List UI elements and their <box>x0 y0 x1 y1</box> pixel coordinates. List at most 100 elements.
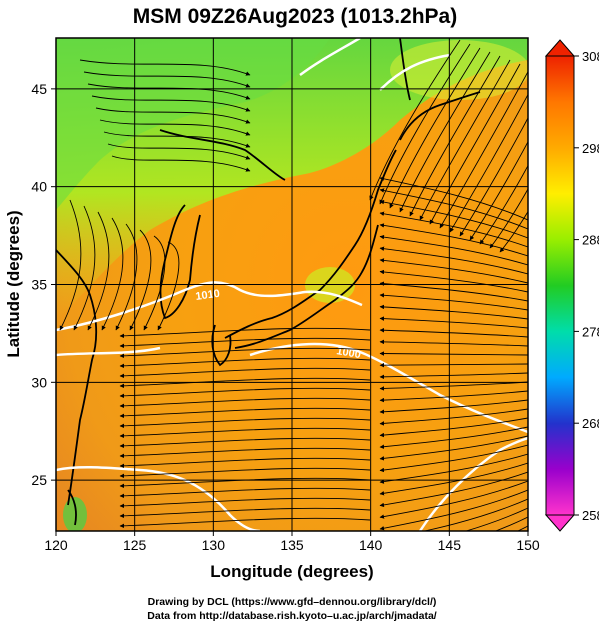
colorbar-tick-label: 258 <box>582 508 599 523</box>
wind-streamline <box>119 447 371 459</box>
map-title: MSM 09Z26Aug2023 (1013.2hPa) <box>133 5 457 28</box>
wind-streamline <box>379 269 528 293</box>
wind-streamline <box>379 462 528 496</box>
wind-streamline <box>111 155 251 172</box>
wind-streamline <box>79 59 251 76</box>
wind-streamline <box>494 516 528 531</box>
wind-streamline <box>379 199 528 239</box>
wind-streamline <box>459 117 528 237</box>
wind-streamline <box>439 70 528 229</box>
wind-streamline <box>119 337 371 349</box>
x-tick-label: 130 <box>202 537 226 553</box>
wind-streamline <box>379 372 528 380</box>
wind-streamline <box>119 427 371 439</box>
y-tick-label: 25 <box>31 472 47 488</box>
y-axis-ticks: 25 30 35 40 45 <box>31 81 56 488</box>
colorbar-tick-label: 288 <box>582 233 599 248</box>
wind-streamline <box>379 426 528 449</box>
wind-streamline <box>423 498 528 531</box>
wind-streamline <box>379 444 528 473</box>
wind-streamline <box>399 51 491 213</box>
credit-data: Data from http://database.rish.kyoto–u.a… <box>147 610 436 622</box>
wind-streamline <box>379 362 528 368</box>
coastline-korea <box>159 204 201 320</box>
colorbar-body <box>545 55 575 516</box>
colorbar-tick-label: 298 <box>582 141 599 156</box>
pressure-contours <box>56 38 528 531</box>
y-tick-label: 40 <box>31 179 47 195</box>
wind-streamline <box>91 95 251 112</box>
wind-streamline <box>119 477 371 489</box>
y-tick-label: 35 <box>31 277 47 293</box>
wind-streamline <box>379 339 528 347</box>
wind-streamline <box>157 241 180 331</box>
wind-streamline <box>389 47 481 209</box>
wind-streamline <box>103 131 251 148</box>
wind-streamline <box>379 399 528 415</box>
wind-streamline <box>119 367 371 379</box>
wind-streamline <box>87 211 110 331</box>
lat-lon-grid <box>56 38 528 531</box>
colorbar-bottom-arrow <box>544 514 576 532</box>
colorbar-tick-label: 278 <box>582 324 599 339</box>
wind-streamline <box>379 293 528 311</box>
wind-streamline <box>379 246 528 275</box>
wind-streamline <box>83 71 251 88</box>
wind-streamline <box>107 143 251 160</box>
wind-streamline <box>379 489 528 531</box>
wind-streamline <box>379 351 528 356</box>
x-tick-label: 145 <box>438 537 462 553</box>
wind-streamline <box>129 229 152 331</box>
colorbar-top-arrow <box>544 39 576 57</box>
wind-streamline <box>119 517 371 529</box>
wind-streamline <box>469 140 528 241</box>
wind-streamline <box>95 107 251 124</box>
y-axis-label: Latitude (degrees) <box>4 210 23 357</box>
wind-streamline <box>101 217 124 331</box>
colorbar-tick-label: 308 <box>582 49 599 64</box>
wind-streamline <box>73 205 96 331</box>
wind-streamline <box>119 457 371 469</box>
wind-streamline <box>143 235 166 331</box>
x-tick-label: 150 <box>516 537 540 553</box>
wind-streamline <box>59 199 82 331</box>
x-tick-label: 135 <box>280 537 304 553</box>
wind-streamline <box>419 59 511 221</box>
wind-streamline <box>379 211 528 248</box>
coastline-kyushu <box>211 324 232 367</box>
wind-streamline <box>379 435 528 461</box>
map-plot-area: 1010 1000 <box>56 38 528 531</box>
wind-streamline <box>115 223 138 331</box>
wind-streamline <box>379 176 528 221</box>
wind-streamline <box>87 83 251 100</box>
wind-streamline <box>119 327 371 339</box>
colorbar: 258 268 278 288 298 308 <box>544 39 599 532</box>
wind-streamline <box>499 210 528 253</box>
wind-streamline <box>379 408 528 426</box>
wind-streamline <box>119 437 371 449</box>
x-tick-label: 140 <box>359 537 383 553</box>
wind-streamline <box>119 497 371 509</box>
wind-streamline <box>379 471 528 508</box>
x-tick-label: 120 <box>44 537 68 553</box>
wind-streamline <box>379 390 528 403</box>
credit-drawing: Drawing by DCL (https://www.gfd–dennou.o… <box>148 596 437 608</box>
wind-streamline <box>119 357 371 369</box>
wind-streamline <box>119 347 371 359</box>
wind-streamline <box>379 234 528 266</box>
wind-streamline <box>119 387 371 399</box>
contour-label-1010: 1010 <box>195 288 221 303</box>
wind-streamline <box>379 304 528 320</box>
x-tick-label: 125 <box>123 537 147 553</box>
wind-streamline <box>379 188 528 230</box>
coastline-honshu-south <box>234 224 379 349</box>
wind-streamline <box>479 164 528 245</box>
wind-streamline <box>119 467 371 479</box>
colorbar-ticks: 258 268 278 288 298 308 <box>574 49 599 523</box>
x-axis-label: Longitude (degrees) <box>210 562 373 581</box>
wind-streamline <box>449 93 528 233</box>
wind-streamline <box>379 381 528 391</box>
wind-streamline <box>119 397 371 409</box>
wind-streamline <box>409 55 501 217</box>
